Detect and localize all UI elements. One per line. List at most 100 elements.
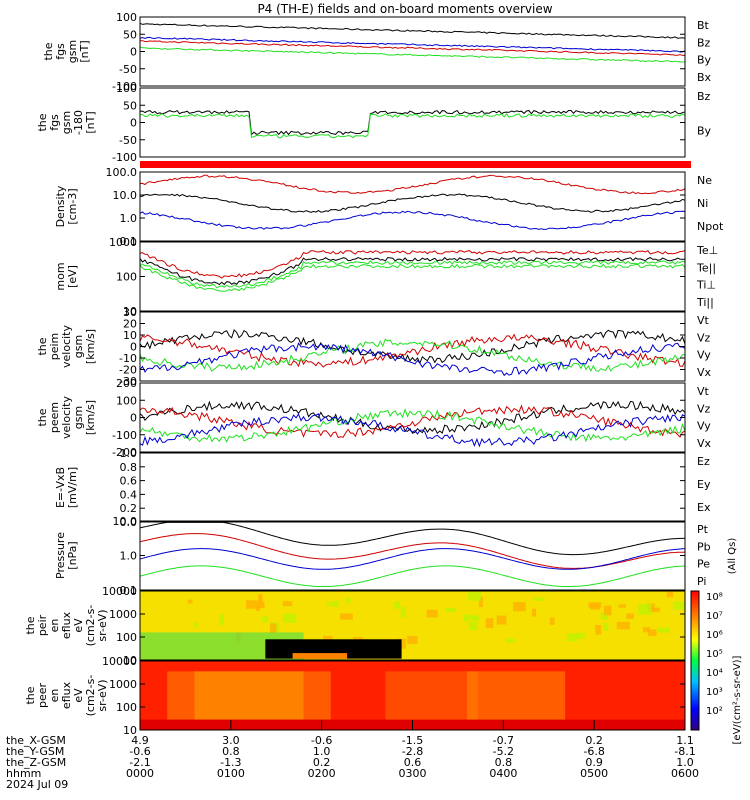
spectrogram-patch	[219, 614, 224, 625]
panel-6: 200 100 0 -100 -200 the peem velocity gsm [km/s] V…	[36, 377, 712, 459]
ylabel-line: [mV/m]	[66, 467, 79, 508]
ytick-label: 0.8	[120, 461, 138, 474]
legend-te⊥: Te⊥	[696, 244, 718, 257]
ytick-label: -30	[119, 375, 137, 388]
legend-bx: Bx	[697, 71, 712, 84]
spectrogram-patch	[647, 629, 657, 637]
xrow-value: 0.2	[313, 756, 331, 769]
ytick-label: 0	[130, 46, 137, 59]
ylabel-line: sr-eV)	[96, 679, 109, 711]
legend-vx: Vx	[697, 366, 712, 379]
legend-ne: Ne	[697, 174, 712, 187]
ytick-label: 100	[116, 11, 137, 24]
ylabel-line: peem	[48, 402, 61, 433]
ylabel-line: peim	[48, 333, 61, 361]
panel-1: 100 50 0 -50 -100 the fgs gsm [nT] Bt Bz By Bx	[42, 11, 712, 93]
spectrogram-patch	[600, 612, 609, 620]
panel-frame	[139, 87, 686, 158]
legend-vz: Vz	[697, 331, 711, 344]
ylabel-line: gsm	[66, 40, 79, 63]
panel-8: 10.0 1.0 0.1 Pressure [nPa] Pt Pb Pe Pi (All Qs)	[54, 515, 738, 597]
ytick-label: 0.6	[120, 475, 138, 488]
series-te⊥	[139, 250, 686, 279]
legend-by: By	[697, 125, 712, 138]
spectrogram-patch	[533, 597, 545, 601]
xrow-value: 1.0	[676, 756, 694, 769]
red-bar	[140, 161, 691, 168]
ylabel-line: [nT]	[78, 40, 91, 62]
legend-pb: Pb	[697, 540, 711, 553]
colorbar: 10⁸ 10⁷ 10⁶ 10⁵ 10⁴ 10³ 10² [eV/(cm²-s-sr-eV)]	[690, 590, 743, 744]
ylabel-line: gsm	[60, 111, 73, 134]
series-vz	[139, 333, 686, 368]
xrow-value: 3.0	[222, 734, 240, 747]
spectrogram-patch	[407, 635, 418, 645]
ylabel-line: sr-eV)	[96, 609, 109, 641]
figure-title: P4 (TH-E) fields and on-board moments ov…	[257, 2, 552, 16]
xrow-value: 0.9	[585, 756, 603, 769]
series-pe	[139, 565, 686, 587]
series-vx	[139, 342, 686, 377]
series-bx	[139, 36, 686, 53]
ylabel-line: eV	[72, 618, 85, 633]
series-ti||	[139, 263, 686, 292]
legend-ez: Ez	[697, 455, 710, 468]
ytick-label: 100	[116, 631, 137, 644]
ytick-label: 0.1	[120, 584, 138, 597]
ytick-label: 0.1	[120, 235, 138, 248]
xrow-value: -2.1	[129, 756, 150, 769]
ylabel-line: (cm2-s-	[84, 675, 97, 717]
ylabel-line: the	[24, 686, 37, 704]
spectrogram-patch	[595, 624, 602, 635]
spectrogram-patch	[463, 614, 470, 622]
legend-bz: Bz	[697, 90, 711, 103]
legend-bt: Bt	[697, 19, 710, 32]
spectrogram-patch	[566, 633, 578, 642]
spectrogram-patch	[323, 635, 333, 641]
xrow-value: -1.3	[220, 756, 241, 769]
spectrogram-patch	[193, 622, 198, 628]
spectrogram-patch	[496, 615, 507, 625]
ylabel-line: [cm-3]	[66, 188, 79, 224]
ytick-label: 100.0	[106, 166, 138, 179]
colorbar-bar	[690, 590, 700, 731]
series-vx	[139, 413, 686, 448]
series-vt	[139, 400, 686, 435]
xrow-value: 1.1	[676, 734, 694, 747]
ylabel-line: velocity	[60, 325, 73, 368]
ytick-label: 10.0	[113, 515, 138, 528]
spectrogram-patch	[470, 616, 480, 621]
xrow-value: -2.8	[402, 745, 423, 758]
ytick-label: 10	[123, 724, 137, 737]
xrow-value: 0100	[217, 767, 245, 780]
spectrogram-patch	[400, 606, 406, 618]
ylabel-line: eflux	[60, 681, 73, 709]
ytick-label: 0.0	[120, 516, 138, 529]
panel-9: 10000 1000 100 10 the peir en eflux eV (cm2-s-sr-…	[24, 585, 686, 667]
spectrogram-patch	[531, 608, 537, 617]
colorbar-tick: 10⁴	[706, 668, 723, 679]
xrow-value: -1.5	[402, 734, 423, 747]
legend-vy: Vy	[697, 420, 711, 433]
ylabel-line: fgs	[48, 114, 61, 131]
spectrogram-patch	[258, 594, 263, 605]
xrow-label: the_X-GSM	[6, 734, 66, 747]
spectrogram-patch	[618, 604, 626, 608]
ylabel-line: eflux	[60, 611, 73, 639]
xrow-value: -5.2	[493, 745, 514, 758]
legend-npot: Npot	[697, 220, 724, 233]
series-ni	[139, 193, 686, 213]
panel-4: 1000 100 10 mom [eV] Te⊥ Te|| Ti⊥ Ti||	[54, 236, 718, 318]
series-vz	[139, 404, 686, 439]
series-te||	[139, 256, 685, 286]
legend-ti||: Ti||	[696, 296, 714, 309]
legend-bz: Bz	[697, 36, 711, 49]
ytick-label: 50	[123, 99, 137, 112]
ylabel-line: velocity	[60, 396, 73, 439]
legend-vy: Vy	[697, 349, 711, 362]
ylabel-line: the	[36, 408, 49, 426]
colorbar-tick: 10⁶	[706, 630, 723, 641]
ytick-label: 1000	[109, 678, 137, 691]
ylabel-line: [eV]	[66, 265, 79, 288]
ytick-label: -200	[112, 446, 137, 459]
